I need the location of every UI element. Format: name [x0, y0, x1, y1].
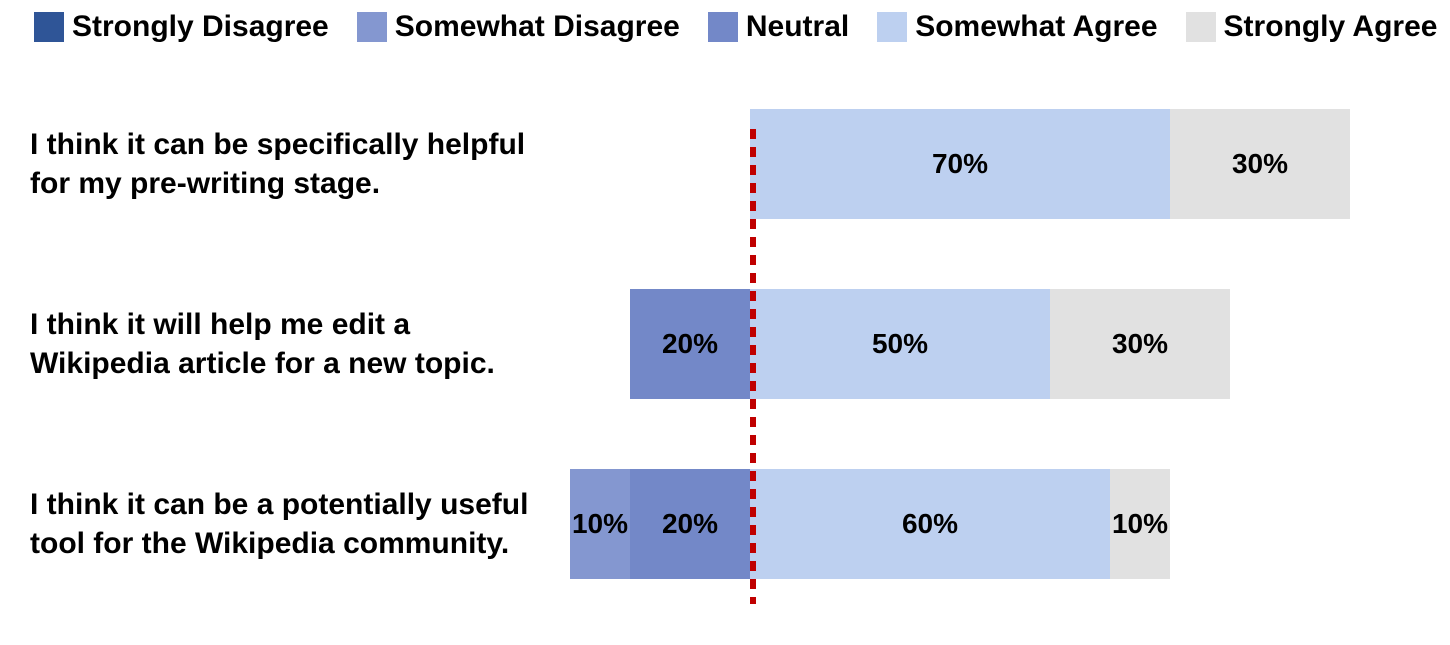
legend-item-neutral: Neutral	[708, 10, 849, 44]
segment-somewhat-agree: 50%	[750, 289, 1050, 399]
legend-swatch	[708, 12, 738, 42]
segment-somewhat-agree: 60%	[750, 469, 1110, 579]
question-row: I think it can be specifically helpful f…	[30, 74, 1430, 254]
segment-value: 10%	[572, 508, 628, 540]
question-row: I think it will help me edit a Wikipedia…	[30, 254, 1430, 434]
legend-item-strongly-disagree: Strongly Disagree	[34, 10, 329, 44]
legend-label: Somewhat Disagree	[395, 10, 680, 44]
segment-somewhat-agree: 70%	[750, 109, 1170, 219]
legend-swatch	[357, 12, 387, 42]
likert-diverging-chart: Strongly Disagree Somewhat Disagree Neut…	[0, 0, 1450, 645]
segment-value: 20%	[662, 508, 718, 540]
bar-track: 70% 30%	[750, 109, 1350, 219]
legend-label: Somewhat Agree	[915, 10, 1157, 44]
segment-value: 50%	[872, 328, 928, 360]
segment-value: 70%	[932, 148, 988, 180]
bar-track: 10% 20% 60% 10%	[570, 469, 1170, 579]
segment-somewhat-disagree: 10%	[570, 469, 630, 579]
segment-value: 10%	[1112, 508, 1168, 540]
question-label: I think it can be specifically helpful f…	[30, 125, 570, 203]
chart-body: I think it can be specifically helpful f…	[30, 74, 1430, 614]
bar-area: 70% 30%	[570, 74, 1430, 254]
question-label: I think it can be a potentially useful t…	[30, 485, 570, 563]
segment-value: 30%	[1232, 148, 1288, 180]
legend-label: Neutral	[746, 10, 849, 44]
legend-swatch	[877, 12, 907, 42]
bar-area: 20% 50% 30%	[570, 254, 1430, 434]
question-label: I think it will help me edit a Wikipedia…	[30, 305, 570, 383]
segment-neutral: 20%	[630, 289, 750, 399]
legend-swatch	[34, 12, 64, 42]
question-row: I think it can be a potentially useful t…	[30, 434, 1430, 614]
legend-label: Strongly Agree	[1224, 10, 1438, 44]
segment-value: 20%	[662, 328, 718, 360]
segment-strongly-agree: 10%	[1110, 469, 1170, 579]
legend-item-somewhat-disagree: Somewhat Disagree	[357, 10, 680, 44]
bar-area: 10% 20% 60% 10%	[570, 434, 1430, 614]
legend-item-strongly-agree: Strongly Agree	[1186, 10, 1438, 44]
segment-strongly-agree: 30%	[1170, 109, 1350, 219]
legend: Strongly Disagree Somewhat Disagree Neut…	[30, 10, 1430, 44]
bar-track: 20% 50% 30%	[630, 289, 1230, 399]
segment-strongly-agree: 30%	[1050, 289, 1230, 399]
segment-neutral: 20%	[630, 469, 750, 579]
legend-swatch	[1186, 12, 1216, 42]
segment-value: 30%	[1112, 328, 1168, 360]
segment-value: 60%	[902, 508, 958, 540]
legend-item-somewhat-agree: Somewhat Agree	[877, 10, 1157, 44]
legend-label: Strongly Disagree	[72, 10, 329, 44]
